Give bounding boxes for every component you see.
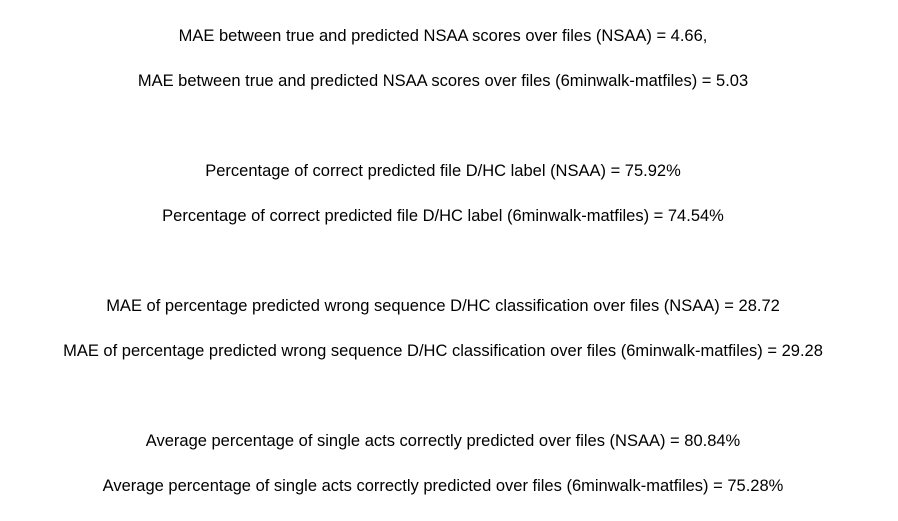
mae-wrong-sequence-matfiles-line: MAE of percentage predicted wrong sequen… (63, 342, 823, 360)
mae-nsaa-scores-nsaa-line: MAE between true and predicted NSAA scor… (178, 27, 708, 45)
mae-nsaa-scores-matfiles-line: MAE between true and predicted NSAA scor… (137, 72, 749, 90)
correct-label-matfiles-line: Percentage of correct predicted file D/H… (162, 207, 724, 225)
single-acts-matfiles-line: Average percentage of single acts correc… (102, 477, 784, 495)
correct-label-nsaa-line: Percentage of correct predicted file D/H… (205, 162, 681, 180)
mae-wrong-sequence-nsaa-line: MAE of percentage predicted wrong sequen… (106, 297, 780, 315)
single-acts-nsaa-line: Average percentage of single acts correc… (145, 432, 741, 450)
